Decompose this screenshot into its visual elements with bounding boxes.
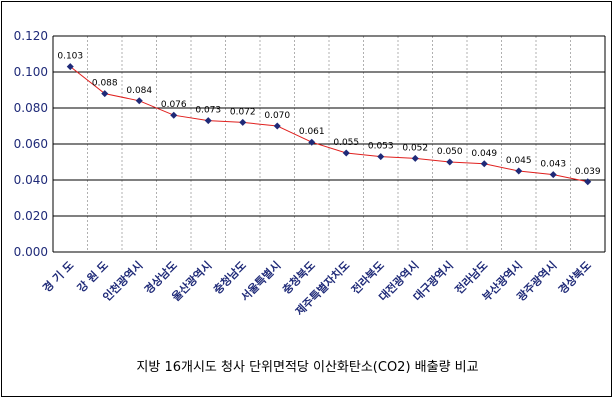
data-label: 0.050 [437, 147, 463, 157]
data-point-marker [308, 138, 316, 146]
data-label: 0.088 [92, 79, 118, 89]
y-tick-label: 0.040 [14, 173, 48, 187]
y-tick-label: 0.020 [14, 209, 48, 223]
data-point-marker [480, 160, 488, 168]
data-label: 0.049 [471, 149, 497, 159]
data-point-marker [204, 117, 212, 125]
data-label: 0.072 [230, 107, 256, 117]
data-point-marker [446, 158, 454, 166]
data-point-marker [377, 153, 385, 161]
data-label: 0.103 [57, 52, 83, 62]
data-label: 0.043 [540, 160, 566, 170]
y-tick-label: 0.100 [14, 65, 48, 79]
y-tick-label: 0.080 [14, 101, 48, 115]
chart-caption: 지방 16개시도 청사 단위면적당 이산화탄소(CO2) 배출량 비교 [136, 360, 479, 375]
data-point-marker [273, 122, 281, 130]
data-point-marker [411, 154, 419, 162]
data-point-marker [135, 97, 143, 105]
x-tick-label: 경상북도 [555, 258, 594, 297]
data-label: 0.070 [264, 111, 290, 121]
data-label: 0.045 [506, 156, 532, 166]
data-label: 0.039 [575, 167, 601, 177]
y-tick-label: 0.060 [14, 137, 48, 151]
data-label: 0.084 [126, 86, 152, 96]
x-tick-label: 경 기 도 [40, 258, 77, 295]
data-point-marker [549, 171, 557, 179]
data-label: 0.055 [333, 138, 359, 148]
data-point-marker [66, 63, 74, 71]
data-point-marker [170, 111, 178, 119]
data-point-marker [101, 90, 109, 98]
data-point-marker [515, 167, 523, 175]
data-label: 0.053 [368, 142, 394, 152]
data-label: 0.076 [161, 100, 187, 110]
y-tick-label: 0.120 [14, 29, 48, 43]
data-label: 0.061 [299, 127, 325, 137]
data-point-marker [239, 118, 247, 126]
data-point-marker [342, 149, 350, 157]
series-line [69, 66, 588, 183]
y-tick-label: 0.000 [14, 245, 48, 259]
data-point-marker [584, 178, 592, 186]
data-label: 0.073 [195, 106, 221, 116]
data-label: 0.052 [402, 143, 428, 153]
